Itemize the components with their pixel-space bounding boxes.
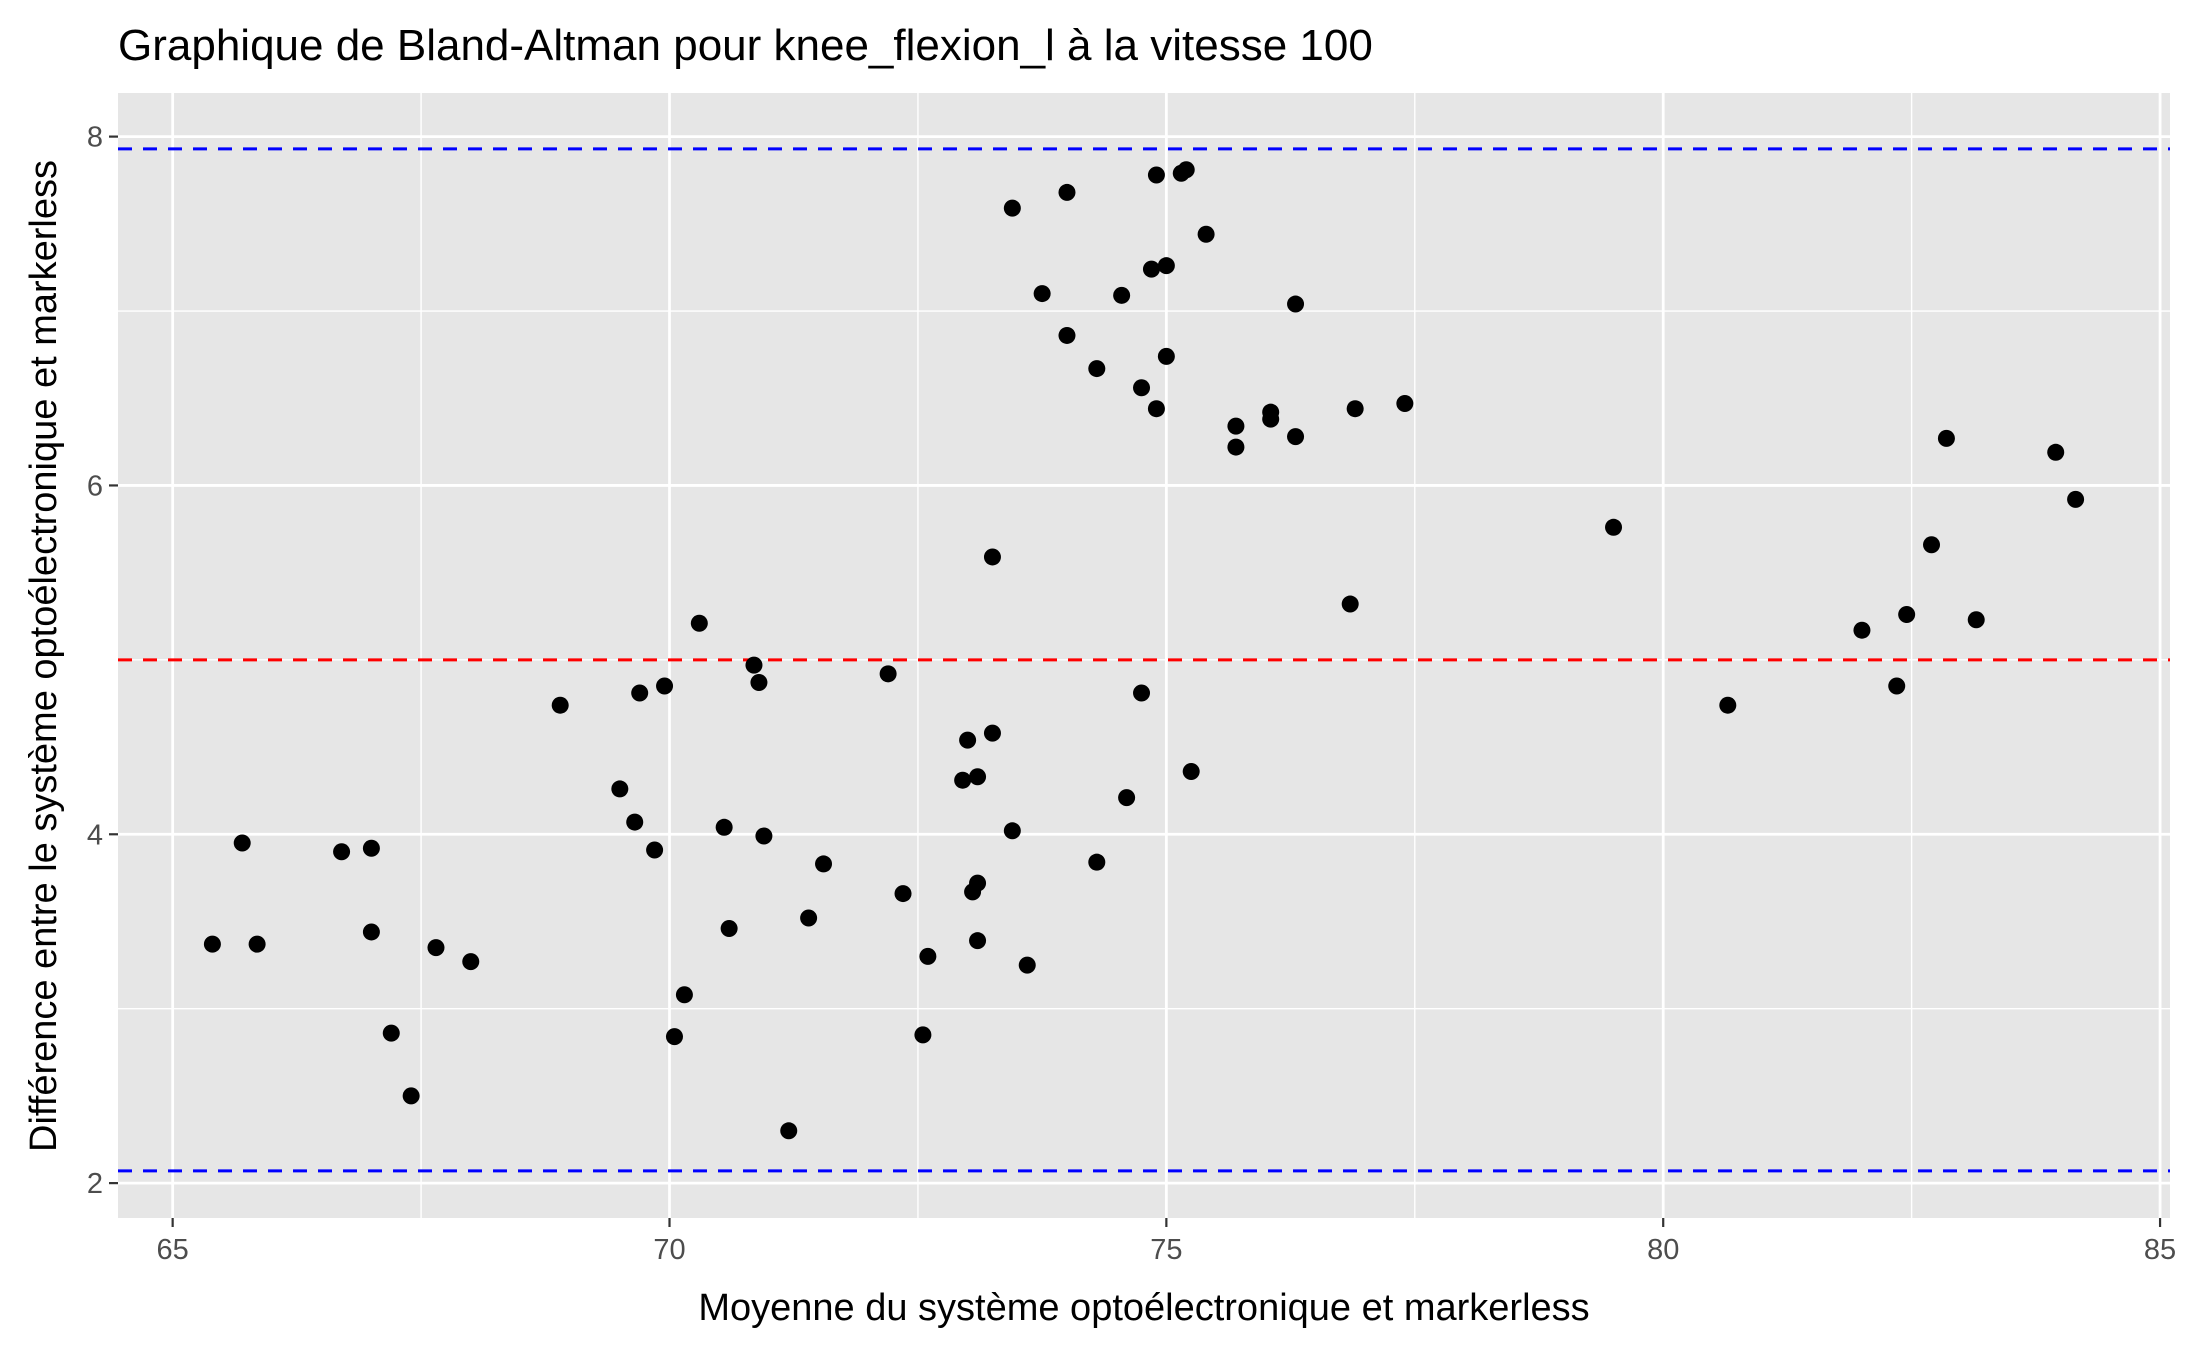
data-point bbox=[1142, 260, 1160, 278]
data-point bbox=[1118, 789, 1136, 807]
data-point bbox=[954, 771, 972, 789]
data-point bbox=[1605, 518, 1623, 536]
data-point bbox=[382, 1024, 400, 1042]
data-point bbox=[362, 839, 380, 857]
reference-lines bbox=[118, 147, 2170, 1173]
x-axis: 65 70 75 80 85 bbox=[157, 1218, 2176, 1266]
y-tick-label: 4 bbox=[87, 819, 103, 851]
data-point bbox=[1157, 257, 1175, 275]
data-point bbox=[1888, 677, 1906, 695]
data-point bbox=[914, 1026, 932, 1044]
data-point bbox=[551, 696, 569, 714]
data-point bbox=[1262, 403, 1280, 421]
data-point bbox=[333, 843, 351, 861]
data-point bbox=[1113, 286, 1131, 304]
data-point bbox=[1088, 360, 1106, 378]
data-point bbox=[675, 986, 693, 1004]
data-point bbox=[1719, 696, 1737, 714]
data-point bbox=[720, 919, 738, 937]
data-point bbox=[745, 656, 763, 674]
x-axis-title: Moyenne du système optoélectronique et m… bbox=[698, 1287, 1589, 1329]
data-point bbox=[690, 614, 708, 632]
y-tick-label: 8 bbox=[87, 122, 103, 154]
data-point bbox=[1197, 225, 1215, 243]
data-point bbox=[1157, 347, 1175, 365]
data-point bbox=[1177, 161, 1195, 179]
data-point bbox=[969, 932, 987, 950]
x-tick-label: 75 bbox=[1150, 1234, 1182, 1266]
data-point bbox=[919, 947, 937, 965]
data-point bbox=[1058, 183, 1076, 201]
data-point bbox=[233, 834, 251, 852]
major-gridlines bbox=[118, 93, 2170, 1218]
data-point bbox=[1147, 400, 1165, 418]
data-point bbox=[2047, 443, 2065, 461]
data-point bbox=[755, 827, 773, 845]
data-point bbox=[969, 768, 987, 786]
data-point bbox=[1182, 762, 1200, 780]
data-point bbox=[969, 874, 987, 892]
data-point bbox=[800, 909, 818, 927]
data-point bbox=[1341, 595, 1359, 613]
data-point bbox=[780, 1122, 798, 1140]
data-point bbox=[1967, 611, 1985, 629]
data-point bbox=[1003, 199, 1021, 217]
data-point bbox=[362, 923, 380, 941]
data-point bbox=[656, 677, 674, 695]
data-point bbox=[1147, 166, 1165, 184]
data-point bbox=[1923, 536, 1941, 554]
data-point bbox=[715, 818, 733, 836]
y-axis-title: Différence entre le système optoélectron… bbox=[23, 160, 65, 1152]
data-point bbox=[983, 548, 1001, 566]
y-tick-label: 2 bbox=[87, 1168, 103, 1200]
data-point bbox=[1346, 400, 1364, 418]
data-point bbox=[1018, 956, 1036, 974]
data-point bbox=[1287, 295, 1305, 313]
data-point bbox=[879, 665, 897, 683]
data-point bbox=[626, 813, 644, 831]
data-point bbox=[1133, 379, 1151, 397]
data-point bbox=[402, 1087, 420, 1105]
data-point bbox=[1853, 621, 1871, 639]
data-point bbox=[1133, 684, 1151, 702]
y-axis: 2 4 6 8 bbox=[87, 122, 118, 1200]
data-point bbox=[665, 1028, 683, 1046]
data-point bbox=[1396, 394, 1414, 412]
data-point bbox=[959, 731, 977, 749]
data-point bbox=[983, 724, 1001, 742]
y-tick-label: 6 bbox=[87, 470, 103, 502]
x-tick-label: 70 bbox=[653, 1234, 685, 1266]
data-point bbox=[2067, 490, 2085, 508]
chart-title: Graphique de Bland-Altman pour knee_flex… bbox=[118, 21, 1373, 70]
data-point bbox=[611, 780, 629, 798]
data-point bbox=[1088, 853, 1106, 871]
data-point bbox=[1033, 285, 1051, 303]
data-point bbox=[1003, 822, 1021, 840]
data-point bbox=[1287, 428, 1305, 446]
plot-panel bbox=[118, 93, 2170, 1218]
data-point bbox=[1937, 429, 1955, 447]
data-point bbox=[1058, 326, 1076, 344]
data-point bbox=[750, 674, 768, 692]
data-point bbox=[1227, 417, 1245, 435]
data-point bbox=[631, 684, 649, 702]
data-point bbox=[815, 855, 833, 873]
x-tick-label: 80 bbox=[1647, 1234, 1679, 1266]
data-point bbox=[1227, 438, 1245, 456]
x-tick-label: 65 bbox=[157, 1234, 189, 1266]
data-points bbox=[203, 161, 2085, 1140]
data-point bbox=[1898, 606, 1916, 624]
data-point bbox=[462, 953, 480, 971]
x-tick-label: 85 bbox=[2144, 1234, 2176, 1266]
data-point bbox=[894, 885, 912, 903]
data-point bbox=[646, 841, 664, 859]
data-point bbox=[203, 935, 221, 953]
data-point bbox=[427, 939, 445, 957]
data-point bbox=[248, 935, 266, 953]
